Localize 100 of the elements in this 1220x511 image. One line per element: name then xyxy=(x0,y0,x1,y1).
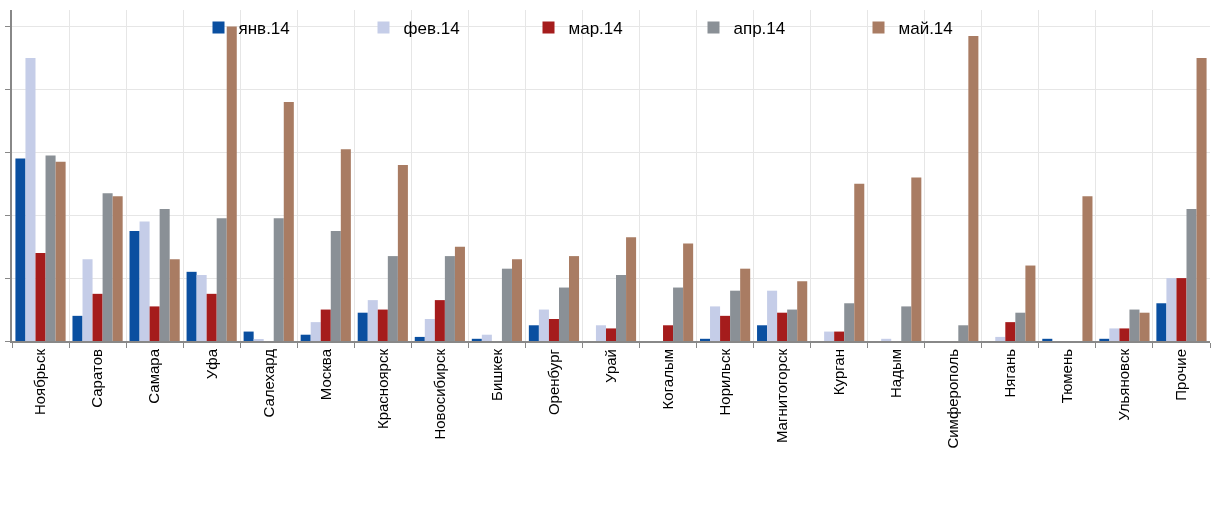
legend-label: апр.14 xyxy=(733,19,786,39)
bar xyxy=(1186,208,1197,341)
bar xyxy=(1015,312,1026,341)
bar xyxy=(968,35,979,341)
x-tick-label: Бишкек xyxy=(487,348,505,401)
bar xyxy=(1119,328,1130,341)
bar xyxy=(1139,312,1150,341)
x-tick-label: Прочие xyxy=(1172,349,1190,401)
bar xyxy=(740,268,751,341)
x-tick-label: Ноябрьск xyxy=(31,348,49,416)
bar xyxy=(444,256,455,341)
bar xyxy=(92,293,103,341)
bar xyxy=(699,338,711,341)
bar xyxy=(901,306,912,341)
bar xyxy=(1099,338,1110,341)
bar xyxy=(626,237,637,341)
x-tick-label: Ульяновск xyxy=(1115,348,1133,421)
bar xyxy=(377,309,388,341)
x-tick-label: Курган xyxy=(830,349,848,396)
bar xyxy=(1166,278,1177,341)
x-tick-label: Красноярск xyxy=(373,348,391,430)
bar xyxy=(216,218,227,341)
bar xyxy=(1156,303,1167,341)
bar xyxy=(15,158,26,341)
legend-label: мар.14 xyxy=(568,19,623,39)
bar xyxy=(129,230,140,341)
bar xyxy=(434,300,445,341)
bar xyxy=(1109,328,1120,341)
bar xyxy=(911,177,922,341)
bar xyxy=(958,325,969,341)
bar xyxy=(548,318,559,341)
bar xyxy=(1042,338,1053,341)
bar xyxy=(683,243,694,341)
bar xyxy=(787,309,798,341)
legend-label: май.14 xyxy=(898,19,953,39)
bar xyxy=(616,274,627,341)
legend-label: фев.14 xyxy=(403,19,460,39)
bar xyxy=(1176,278,1187,341)
bar xyxy=(169,259,180,341)
bar xyxy=(528,325,539,341)
x-tick-label: Урай xyxy=(601,349,619,383)
x-tick-label: Уфа xyxy=(202,348,220,380)
bar xyxy=(1129,309,1140,341)
x-tick-label: Салехард xyxy=(259,348,277,418)
x-tick-label: Надым xyxy=(887,349,905,399)
bar xyxy=(595,325,606,341)
bar xyxy=(730,290,741,341)
bar xyxy=(196,274,207,341)
bar xyxy=(797,281,808,341)
bar xyxy=(673,287,684,341)
bar xyxy=(206,293,217,341)
bar xyxy=(605,328,617,341)
x-tick-label: Саратов xyxy=(88,348,106,408)
bar xyxy=(454,246,465,341)
bar xyxy=(777,312,788,341)
x-tick-label: Магнитогорск xyxy=(773,348,791,444)
bar xyxy=(226,26,237,341)
bar xyxy=(102,193,113,341)
bar xyxy=(320,309,331,341)
x-tick-label: Самара xyxy=(145,348,163,404)
x-tick-label: Нягань xyxy=(1001,348,1019,398)
x-tick-label: Новосибирск xyxy=(430,348,448,440)
bar xyxy=(501,268,512,341)
bar xyxy=(112,196,123,341)
bar xyxy=(1196,58,1207,341)
bar xyxy=(824,331,835,341)
bar xyxy=(720,315,731,341)
bar xyxy=(663,325,674,341)
bar xyxy=(1082,196,1093,341)
bar xyxy=(414,336,425,341)
bar xyxy=(995,336,1006,341)
x-tick-label: Когалым xyxy=(658,349,676,410)
bar xyxy=(1005,322,1016,341)
bar xyxy=(538,309,549,341)
bar xyxy=(159,208,170,341)
x-tick-label: Москва xyxy=(316,348,334,401)
x-tick-label: Норильск xyxy=(715,348,733,416)
bar xyxy=(511,259,523,341)
bar xyxy=(424,318,435,341)
bar xyxy=(757,325,768,341)
bar xyxy=(243,331,254,341)
bar xyxy=(844,303,855,341)
bar xyxy=(35,252,46,341)
bar xyxy=(25,58,36,341)
bar xyxy=(330,230,341,341)
bar xyxy=(471,338,482,341)
bar xyxy=(397,164,408,341)
bar xyxy=(1025,265,1036,341)
bar xyxy=(340,149,351,341)
bar xyxy=(357,312,368,341)
bar xyxy=(854,183,865,341)
bar xyxy=(300,334,311,341)
x-tick-label: Оренбург xyxy=(544,348,562,416)
bar xyxy=(481,334,492,341)
bar xyxy=(45,155,56,341)
bar xyxy=(283,102,294,341)
bar xyxy=(139,221,150,341)
bar xyxy=(273,218,284,341)
bar xyxy=(767,290,778,341)
x-tick-label: Симферополь xyxy=(944,348,962,449)
